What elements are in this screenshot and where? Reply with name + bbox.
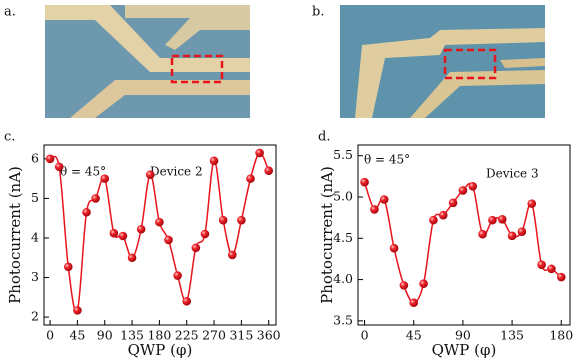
annotation: θ = 45°	[60, 165, 106, 179]
panel-label: a.	[4, 5, 16, 20]
plot-frame	[43, 144, 277, 326]
y-tick-label: 4	[31, 229, 39, 244]
y-tick-label: 6	[31, 150, 39, 165]
y-axis-label: Photocurrent (nA)	[6, 166, 24, 304]
data-point	[118, 231, 128, 241]
data-point	[73, 306, 82, 315]
data-point	[45, 154, 55, 164]
data-point	[191, 243, 201, 253]
data-point	[182, 296, 192, 306]
data-point	[209, 156, 219, 166]
data-point	[429, 215, 438, 225]
x-tick-label: 180	[147, 328, 171, 343]
data-point	[264, 166, 274, 176]
data-point	[227, 250, 237, 260]
y-tick-label: 2	[31, 309, 39, 324]
x-axis-label: QWP (φ)	[432, 341, 497, 359]
data-point	[399, 281, 409, 290]
data-point	[82, 207, 91, 217]
data-point	[419, 279, 428, 289]
data-point	[468, 181, 478, 191]
y-tick-label: 3	[31, 269, 39, 284]
y-tick-label: 4.5	[333, 230, 353, 245]
y-axis-label: Photocurrent (nA)	[318, 166, 336, 304]
x-tick-label: 315	[229, 328, 253, 343]
data-point	[497, 215, 507, 224]
data-point	[91, 194, 100, 203]
photo-b	[340, 5, 545, 118]
annotation: θ = 45°	[364, 153, 410, 167]
panel-label: b.	[312, 5, 324, 20]
y-tick-label: 4.0	[333, 271, 353, 286]
x-tick-label: 90	[97, 328, 113, 343]
y-tick-label: 5	[31, 190, 39, 205]
y-tick-label: 3.5	[333, 312, 353, 327]
data-point	[389, 243, 399, 253]
data-point	[155, 217, 164, 227]
x-tick-label: 90	[455, 328, 471, 343]
data-point	[173, 271, 182, 280]
data-point	[547, 264, 556, 274]
data-point	[458, 186, 468, 195]
data-point	[379, 195, 389, 204]
data-point	[100, 174, 110, 183]
x-tick-label: 180	[549, 328, 573, 343]
data-point	[218, 215, 228, 225]
data-point	[164, 235, 173, 245]
data-point	[517, 227, 527, 236]
data-point	[370, 205, 379, 214]
x-tick-label: 135	[500, 328, 524, 343]
data-point	[537, 260, 546, 270]
x-tick-label: 225	[175, 328, 199, 343]
data-point	[54, 162, 64, 172]
annotation: Device 2	[150, 165, 203, 179]
data-point	[145, 170, 155, 179]
x-axis-label: QWP (φ)	[128, 341, 193, 359]
x-tick-label: 45	[69, 328, 85, 343]
y-tick-label: 5.5	[333, 147, 353, 162]
x-tick-label: 0	[361, 328, 369, 343]
annotation: Device 3	[486, 167, 539, 181]
data-point	[246, 174, 255, 183]
x-tick-label: 135	[120, 328, 144, 343]
plot-frame	[357, 144, 571, 326]
data-point	[556, 272, 566, 282]
x-tick-label: 0	[46, 328, 54, 343]
photo-a	[45, 5, 250, 118]
data-point	[478, 229, 487, 239]
panel-label: c.	[4, 130, 15, 145]
data-point	[255, 148, 264, 158]
x-tick-label: 45	[406, 328, 422, 343]
data-point	[136, 224, 146, 234]
data-point	[488, 215, 497, 225]
data-point	[63, 262, 73, 272]
data-point	[200, 229, 210, 239]
data-point	[360, 177, 369, 187]
data-point	[527, 199, 537, 208]
y-tick-label: 5.0	[333, 189, 353, 204]
x-tick-label: 270	[202, 328, 226, 343]
data-point	[448, 198, 458, 208]
data-point	[237, 215, 246, 225]
data-point	[127, 253, 137, 263]
x-tick-label: 360	[257, 328, 281, 343]
data-point	[507, 231, 517, 241]
data-point	[109, 228, 119, 238]
data-point	[409, 298, 419, 308]
panel-label: d.	[318, 130, 330, 145]
data-point	[438, 210, 448, 220]
